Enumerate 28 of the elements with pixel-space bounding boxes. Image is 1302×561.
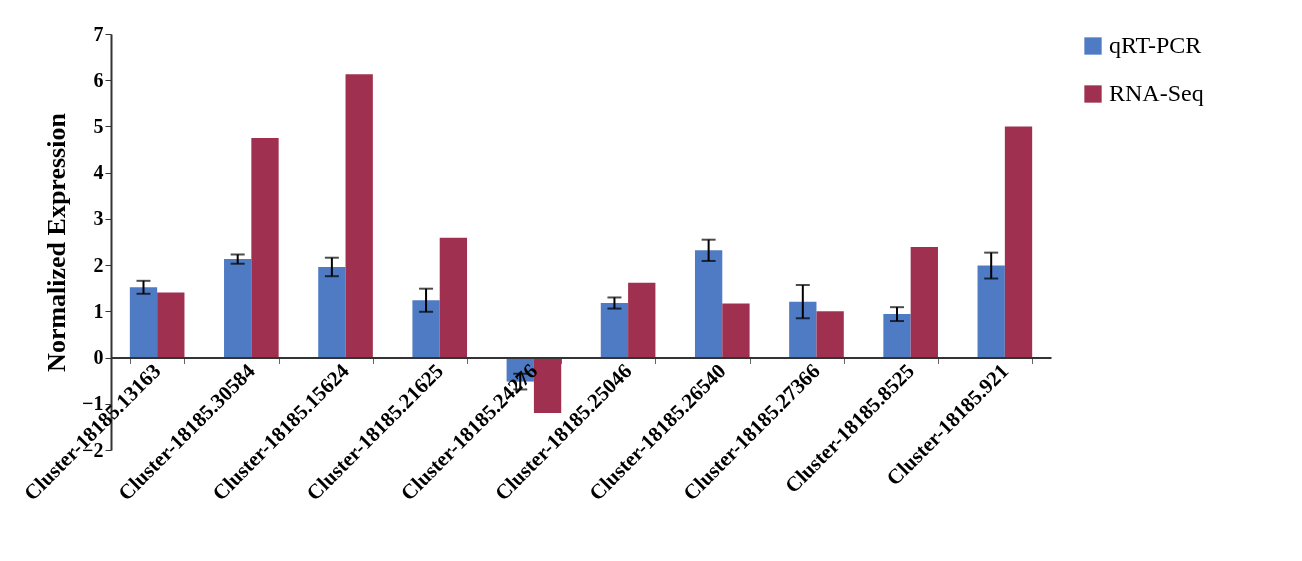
- bar: [412, 300, 440, 358]
- bar: [318, 266, 346, 358]
- bar: [1004, 126, 1033, 358]
- bar: [789, 301, 817, 358]
- bar: [224, 259, 252, 358]
- y-tick-label: 7: [93, 22, 104, 45]
- bar: [157, 292, 185, 358]
- y-tick-label: 4: [93, 161, 104, 184]
- y-tick-label: 2: [93, 253, 104, 276]
- bar: [883, 314, 911, 358]
- y-tick-label: 1: [93, 299, 104, 322]
- legend-label: qRT-PCR: [1109, 32, 1202, 58]
- legend-label: RNA-Seq: [1109, 80, 1204, 106]
- bar: [600, 303, 629, 358]
- bar: [345, 74, 373, 358]
- y-tick-label: 6: [93, 68, 104, 91]
- bar: [251, 138, 279, 358]
- y-tick-label: 0: [93, 346, 104, 369]
- bar: [816, 311, 844, 358]
- bar: [694, 250, 723, 358]
- bar: [439, 237, 468, 358]
- bar: [977, 265, 1005, 358]
- y-tick-label: 3: [93, 207, 104, 230]
- bar: [628, 282, 656, 358]
- bar: [129, 287, 158, 358]
- bar: [910, 247, 938, 358]
- bar: [722, 303, 750, 358]
- y-tick-label: 5: [93, 114, 104, 137]
